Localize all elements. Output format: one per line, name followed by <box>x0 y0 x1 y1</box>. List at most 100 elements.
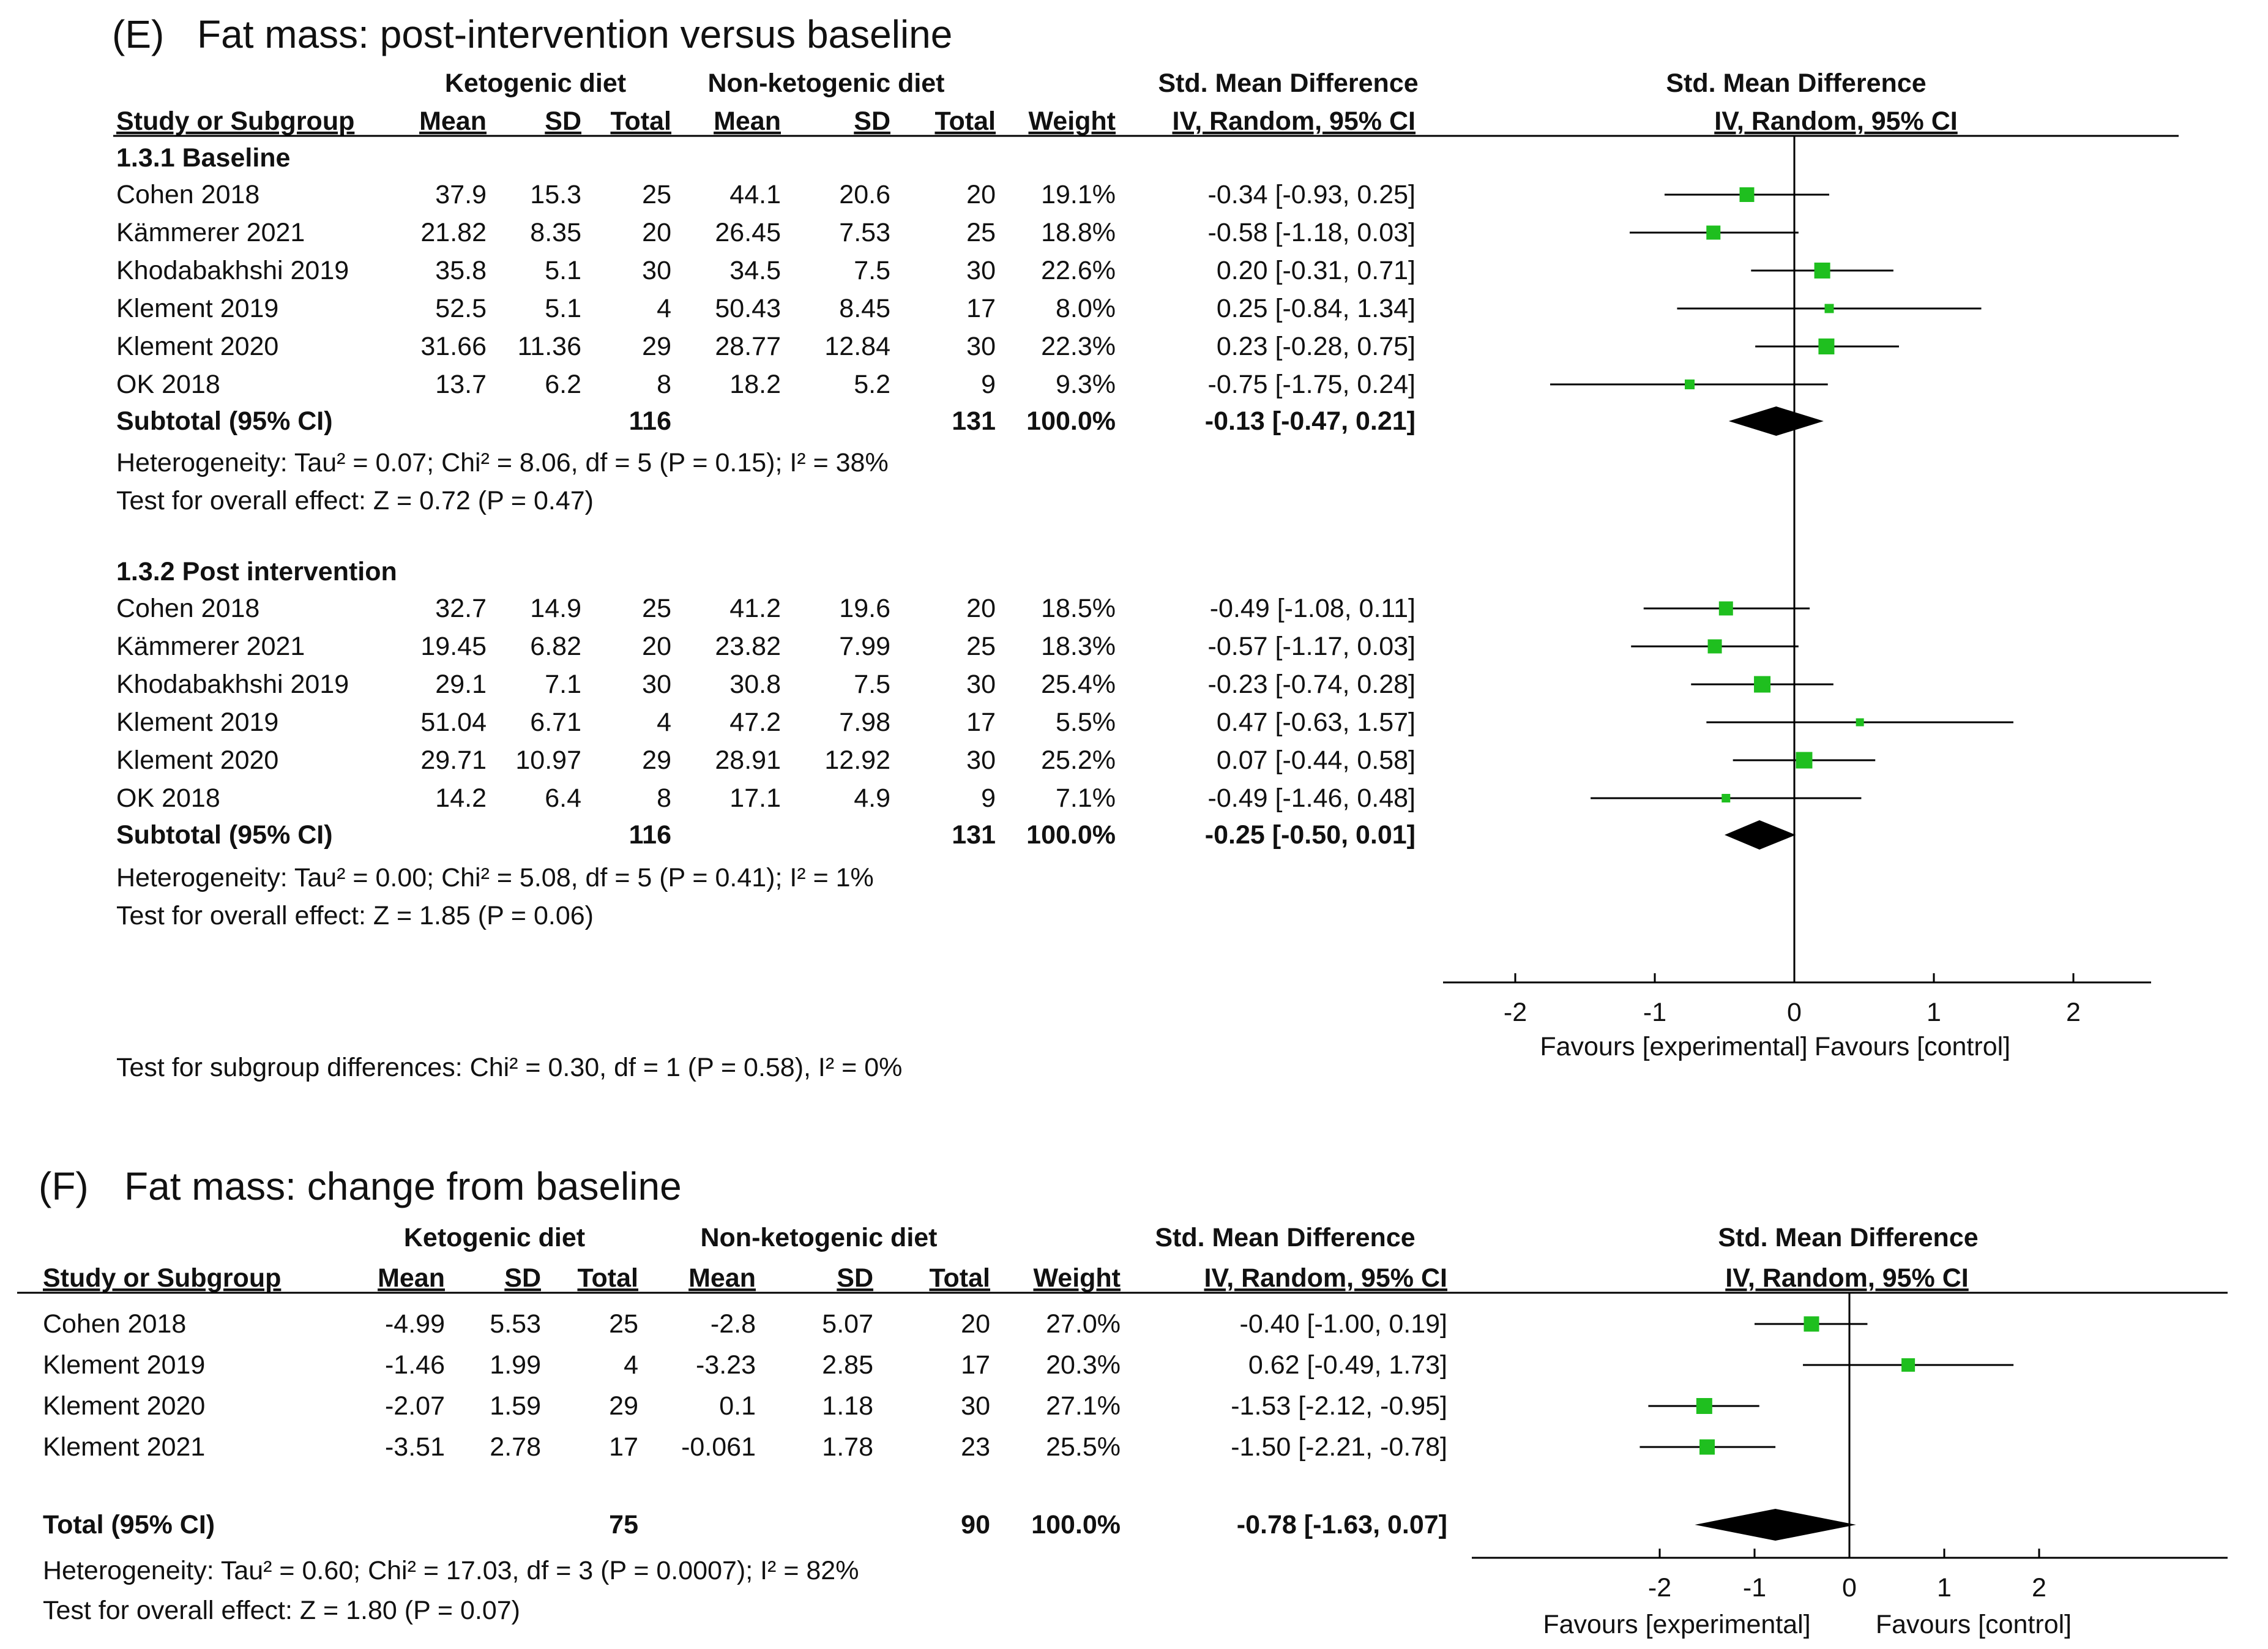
total-ketogenic: 30 <box>642 670 671 699</box>
total-ketogenic: 25 <box>609 1309 638 1339</box>
subgroup-test-text: Test for subgroup differences: Chi² = 0.… <box>116 1053 902 1082</box>
study-weight: 27.1% <box>1046 1391 1121 1421</box>
effect-marker <box>1796 752 1813 769</box>
total-non-ketogenic: 17 <box>961 1350 990 1380</box>
total-non-ketogenic: 25 <box>966 218 996 247</box>
mean-ketogenic: 19.45 <box>420 632 487 661</box>
mean-ketogenic: -3.51 <box>385 1432 445 1462</box>
effect-marker <box>1722 794 1731 802</box>
mean-non-ketogenic: 0.1 <box>719 1391 756 1421</box>
effect-marker <box>1706 225 1721 240</box>
study-weight: 18.3% <box>1041 632 1116 661</box>
total-ketogenic: 29 <box>642 332 671 361</box>
sd-non-ketogenic: 5.2 <box>854 370 890 399</box>
study-weight: 9.3% <box>1056 370 1116 399</box>
mean-non-ketogenic: -0.061 <box>681 1432 756 1462</box>
effect-marker <box>1696 1398 1712 1414</box>
study-ci: -0.23 [-0.74, 0.28] <box>1208 670 1416 699</box>
study-name: OK 2018 <box>116 370 220 399</box>
total-ketogenic: 29 <box>609 1391 638 1421</box>
mean-ketogenic: 37.9 <box>435 180 487 209</box>
heterogeneity-text: Heterogeneity: Tau² = 0.60; Chi² = 17.03… <box>43 1556 859 1585</box>
sd-ketogenic: 2.78 <box>490 1432 541 1462</box>
x-tick-label: -1 <box>1643 998 1666 1027</box>
study-weight: 25.5% <box>1046 1432 1121 1462</box>
total-non-ketogenic: 30 <box>966 332 996 361</box>
mean-non-ketogenic: 17.1 <box>729 783 781 813</box>
study-ci: 0.62 [-0.49, 1.73] <box>1248 1350 1447 1380</box>
study-ci: 0.25 [-0.84, 1.34] <box>1217 294 1416 323</box>
total-ketogenic: 25 <box>642 594 671 623</box>
header-plot-smd: Std. Mean Difference <box>1666 69 1926 98</box>
x-tick-label: 0 <box>1787 998 1802 1027</box>
effect-marker <box>1818 338 1835 354</box>
effect-marker <box>1824 304 1834 313</box>
study-name: Klement 2020 <box>43 1391 205 1421</box>
header-total-1: Total <box>577 1263 638 1293</box>
x-tick-label: 2 <box>2032 1573 2046 1602</box>
study-name: Kämmerer 2021 <box>116 632 305 661</box>
study-weight: 18.5% <box>1041 594 1116 623</box>
effect-marker <box>1754 676 1771 693</box>
x-tick-label: 1 <box>1937 1573 1952 1602</box>
header-group-ketogenic: Ketogenic diet <box>404 1223 585 1252</box>
mean-ketogenic: -1.46 <box>385 1350 445 1380</box>
study-ci: -1.50 [-2.21, -0.78] <box>1231 1432 1447 1462</box>
header-smd: Std. Mean Difference <box>1158 69 1418 98</box>
sd-ketogenic: 5.1 <box>545 256 581 285</box>
header-plot-ci: IV, Random, 95% CI <box>1725 1263 1968 1293</box>
overall-effect-text: Test for overall effect: Z = 1.80 (P = 0… <box>43 1596 520 1625</box>
mean-non-ketogenic: 18.2 <box>729 370 781 399</box>
sd-non-ketogenic: 7.53 <box>839 218 890 247</box>
effect-marker <box>1707 639 1722 654</box>
header-mean-1: Mean <box>378 1263 445 1293</box>
sd-ketogenic: 6.4 <box>545 783 581 813</box>
sd-non-ketogenic: 5.07 <box>822 1309 873 1339</box>
mean-ketogenic: -4.99 <box>385 1309 445 1339</box>
total-ketogenic: 25 <box>642 180 671 209</box>
header-group-non-ketogenic: Non-ketogenic diet <box>700 1223 937 1252</box>
sd-ketogenic: 8.35 <box>530 218 581 247</box>
study-weight: 20.3% <box>1046 1350 1121 1380</box>
total-non-ketogenic: 9 <box>981 783 996 813</box>
header-study: Study or Subgroup <box>43 1263 281 1293</box>
study-name: Klement 2019 <box>43 1350 205 1380</box>
study-ci: 0.07 [-0.44, 0.58] <box>1217 746 1416 775</box>
subtotal-total-non-ketogenic: 131 <box>952 406 996 436</box>
total-ketogenic: 8 <box>657 370 671 399</box>
x-tick-label: -2 <box>1504 998 1527 1027</box>
header-mean-2: Mean <box>714 107 781 136</box>
subtotal-ci: -0.13 [-0.47, 0.21] <box>1205 406 1416 436</box>
mean-non-ketogenic: -3.23 <box>696 1350 756 1380</box>
subtotal-label: Subtotal (95% CI) <box>116 406 333 436</box>
total-non-ketogenic: 20 <box>966 594 996 623</box>
total-non-ketogenic: 23 <box>961 1432 990 1462</box>
header-weight: Weight <box>1033 1263 1121 1293</box>
sd-non-ketogenic: 12.84 <box>824 332 890 361</box>
study-name: OK 2018 <box>116 783 220 813</box>
sd-ketogenic: 7.1 <box>545 670 581 699</box>
panel-f-label: (F) <box>39 1164 89 1208</box>
header-sd-2: SD <box>837 1263 873 1293</box>
header-total-2: Total <box>934 107 996 136</box>
effect-marker <box>1856 718 1864 727</box>
mean-ketogenic: 35.8 <box>435 256 487 285</box>
effect-marker <box>1718 601 1733 616</box>
total-ketogenic: 29 <box>642 746 671 775</box>
total-ketogenic: 20 <box>642 218 671 247</box>
total-non-ketogenic: 30 <box>961 1391 990 1421</box>
sd-non-ketogenic: 8.45 <box>839 294 890 323</box>
total-label: Total (95% CI) <box>43 1510 215 1539</box>
study-weight: 22.6% <box>1041 256 1116 285</box>
mean-non-ketogenic: 50.43 <box>715 294 781 323</box>
header-group-ketogenic: Ketogenic diet <box>445 69 626 98</box>
mean-ketogenic: 13.7 <box>435 370 487 399</box>
mean-ketogenic: 21.82 <box>420 218 487 247</box>
sd-ketogenic: 5.53 <box>490 1309 541 1339</box>
sd-non-ketogenic: 7.98 <box>839 708 890 737</box>
sd-ketogenic: 1.99 <box>490 1350 541 1380</box>
favours-experimental-label: Favours [experimental] <box>1543 1610 1810 1639</box>
total-non-ketogenic: 17 <box>966 294 996 323</box>
